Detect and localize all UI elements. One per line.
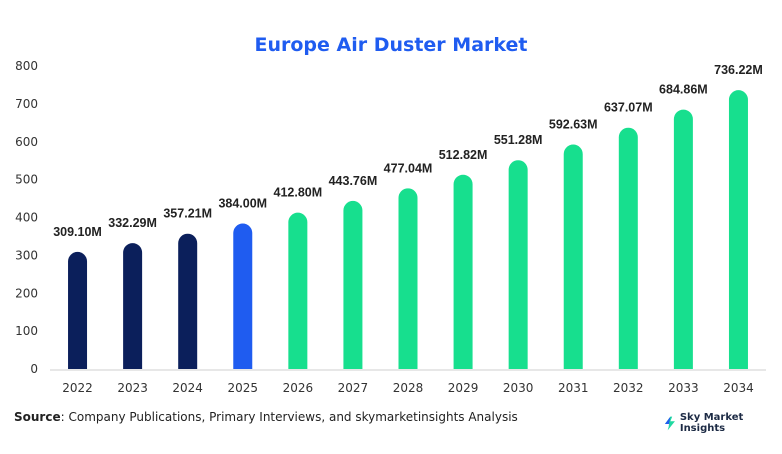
bar-2033	[673, 109, 693, 369]
data-label: 357.21M	[163, 207, 212, 221]
bar-2028	[398, 188, 418, 369]
brand-name: Sky Market Insights	[679, 412, 744, 434]
x-tick-label: 2026	[283, 381, 314, 395]
y-tick-label: 300	[15, 248, 38, 262]
data-label: 443.76M	[329, 174, 378, 188]
source-label: Source	[14, 410, 61, 424]
y-axis: 0 100 200 300 400 500 600 700 800	[15, 59, 38, 376]
lightning-bolt-icon	[664, 416, 675, 430]
x-tick-label: 2027	[338, 381, 369, 395]
chart-title: Europe Air Duster Market	[254, 34, 528, 56]
x-tick-label: 2032	[613, 381, 644, 395]
bar-series	[68, 90, 748, 369]
x-axis: 2022 2023 2024 2025 2026 2027 2028 2029 2030 2031…	[50, 369, 766, 395]
data-label: 637.07M	[604, 101, 653, 115]
bar-2031	[563, 144, 583, 369]
data-label: 736.22M	[714, 63, 763, 77]
bar-2027	[343, 200, 363, 369]
y-tick-label: 100	[15, 324, 38, 338]
y-tick-label: 700	[15, 97, 38, 111]
data-label: 477.04M	[384, 161, 433, 175]
bar-2024	[178, 233, 198, 369]
x-tick-label: 2022	[62, 381, 93, 395]
y-tick-label: 400	[15, 211, 38, 225]
y-tick-label: 500	[15, 173, 38, 187]
bar-2030	[508, 160, 528, 369]
data-label: 412.80M	[274, 186, 323, 200]
y-tick-label: 600	[15, 135, 38, 149]
data-label: 384.00M	[218, 197, 267, 211]
x-tick-label: 2028	[393, 381, 424, 395]
x-tick-label: 2031	[558, 381, 589, 395]
bar-2032	[618, 127, 638, 369]
bar-2029	[453, 174, 473, 369]
x-tick-label: 2030	[503, 381, 534, 395]
x-tick-label: 2034	[723, 381, 754, 395]
source-text: : Company Publications, Primary Intervie…	[60, 410, 518, 424]
data-labels: 309.10M 332.29M 357.21M 384.00M 412.80M 443.7…	[53, 63, 763, 239]
data-label: 332.29M	[108, 216, 157, 230]
x-tick-label: 2024	[172, 381, 203, 395]
data-label: 592.63M	[549, 118, 598, 132]
bar-2023	[123, 243, 143, 369]
data-label: 684.86M	[659, 83, 708, 97]
brand-logo: Sky Market Insights	[664, 412, 782, 434]
data-label: 512.82M	[439, 148, 488, 162]
x-tick-label: 2023	[117, 381, 148, 395]
y-tick-label: 200	[15, 286, 38, 300]
bar-2025	[233, 223, 253, 369]
x-tick-label: 2033	[668, 381, 699, 395]
source-note: Source: Company Publications, Primary In…	[14, 410, 518, 424]
bar-2034	[728, 90, 748, 369]
x-tick-label: 2025	[227, 381, 258, 395]
data-label: 551.28M	[494, 133, 543, 147]
y-tick-label: 0	[30, 362, 38, 376]
y-tick-label: 800	[15, 59, 38, 73]
bar-2022	[68, 251, 88, 369]
data-label: 309.10M	[53, 225, 102, 239]
x-tick-label: 2029	[448, 381, 479, 395]
bar-2026	[288, 212, 308, 369]
